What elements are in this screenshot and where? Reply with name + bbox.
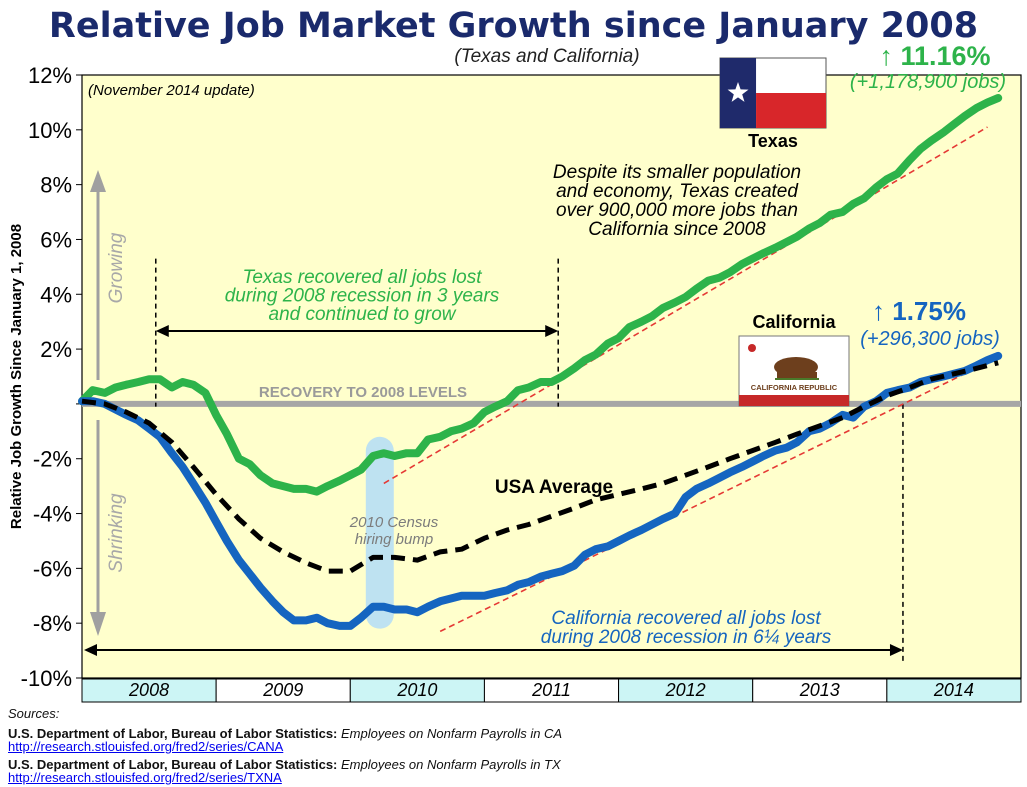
series-line-texas	[78, 94, 1003, 496]
x-tick-label: 2011	[531, 680, 571, 700]
y-tick-label: -4%	[33, 502, 72, 527]
source-1: U.S. Department of Labor, Bureau of Labo…	[8, 726, 562, 741]
texas-jobs-label: (+1,178,900 jobs)	[850, 71, 1006, 93]
california-flag-text: CALIFORNIA REPUBLIC	[751, 383, 838, 392]
texas-recovery-arrow-right-head	[545, 325, 559, 337]
texas-flag-star-icon	[727, 82, 749, 102]
source-1-link[interactable]: http://research.stlouisfed.org/fred2/ser…	[8, 739, 284, 754]
shrinking-arrow-head	[90, 612, 106, 636]
texas-change-label: ↑ 11.16%	[879, 41, 990, 71]
labels: (November 2014 update) Texas ↑ 11.16%(+1,1…	[88, 41, 1006, 648]
census-text-line: 2010 Census	[349, 514, 439, 531]
plot-background	[81, 74, 1022, 679]
source-1-org: U.S. Department of Labor, Bureau of Labo…	[8, 726, 338, 741]
texas-flag-label: Texas	[748, 131, 798, 151]
y-tick-label: 2%	[40, 337, 72, 362]
california-recovery-text-line: California recovered all jobs lost	[551, 608, 821, 629]
california-change-label: ↑ 1.75%	[872, 296, 966, 326]
y-tick-label: 10%	[28, 118, 72, 143]
texas-flag-red	[756, 93, 826, 128]
shrinking-label: Shrinking	[106, 493, 127, 573]
x-tick-label: 2008	[128, 680, 169, 700]
despite-text-line: California since 2008	[588, 219, 766, 240]
despite-text-line: and economy, Texas created	[556, 181, 799, 202]
california-jobs-label: (+296,300 jobs)	[860, 328, 1000, 350]
series-line-usa-average	[81, 360, 999, 574]
update-note: (November 2014 update)	[88, 82, 255, 99]
census-text-line: hiring bump	[355, 531, 433, 548]
series-lines	[78, 94, 1003, 630]
usa-average-label: USA Average	[495, 477, 613, 498]
california-recovery-arrow-left-head	[84, 644, 97, 656]
series-line-california	[78, 351, 1003, 630]
y-tick-label: 8%	[40, 173, 72, 198]
x-tick-label: 2014	[933, 680, 974, 700]
y-axis-label: Relative Job Growth Since January 1, 200…	[8, 224, 25, 529]
x-year-cell	[886, 678, 1022, 703]
chart-title: Relative Job Market Growth since January…	[48, 6, 979, 46]
source-1-desc: Employees on Nonfarm Payrolls in CA	[341, 726, 563, 741]
texas-recovery-arrow-left-head	[155, 325, 169, 337]
source-2-org: U.S. Department of Labor, Bureau of Labo…	[8, 757, 338, 772]
y-tick-label: 6%	[40, 227, 72, 252]
texas-recovery-text-line: during 2008 recession in 3 years	[225, 286, 500, 307]
source-2-link[interactable]: http://research.stlouisfed.org/fred2/ser…	[8, 770, 282, 785]
trend-line	[439, 356, 999, 633]
x-tick-label: 2012	[665, 680, 706, 700]
despite-text-line: Despite its smaller population	[553, 162, 801, 183]
y-tick-label: -2%	[33, 447, 72, 472]
census-highlight	[365, 436, 394, 629]
california-recovery-text-line: during 2008 recession in 6¼ years	[541, 627, 832, 648]
x-tick-label: 2010	[396, 680, 437, 700]
california-flag-bear-legs	[777, 372, 817, 378]
axes: 12% 10% 8% 6% 4% 2% -2% -4% -6% -8% -10% Relative J…	[8, 63, 1022, 703]
trend-line	[383, 126, 988, 485]
growing-arrow-head	[90, 170, 106, 192]
source-2-link-row: http://research.stlouisfed.org/fred2/ser…	[8, 770, 282, 785]
y-tick-label: 12%	[28, 63, 72, 88]
y-tick-label: 4%	[40, 282, 72, 307]
source-2-desc: Employees on Nonfarm Payrolls in TX	[341, 757, 561, 772]
source-2: U.S. Department of Labor, Bureau of Labo…	[8, 757, 561, 772]
texas-recovery-text-line: and continued to grow	[269, 304, 457, 325]
sources-heading: Sources:	[8, 706, 60, 721]
california-recovery-arrow-right-head	[889, 644, 903, 656]
growing-label: Growing	[106, 232, 127, 303]
california-flag-label: California	[752, 312, 836, 332]
texas-recovery-text-line: Texas recovered all jobs lost	[242, 267, 482, 288]
x-tick-label: 2013	[799, 680, 840, 700]
x-tick-label: 2009	[262, 680, 303, 700]
chart-subtitle: (Texas and California)	[454, 46, 640, 67]
despite-text-line: over 900,000 more jobs than	[556, 200, 798, 221]
california-flag-star-icon	[748, 344, 756, 352]
source-1-link-row: http://research.stlouisfed.org/fred2/ser…	[8, 739, 283, 754]
recovery-line-label: RECOVERY TO 2008 LEVELS	[259, 384, 467, 401]
y-tick-label: -6%	[33, 556, 72, 581]
y-tick-label: -8%	[33, 611, 72, 636]
plot-area	[81, 74, 1022, 679]
y-tick-label: -10%	[21, 666, 72, 691]
california-flag-stripe	[739, 395, 849, 406]
